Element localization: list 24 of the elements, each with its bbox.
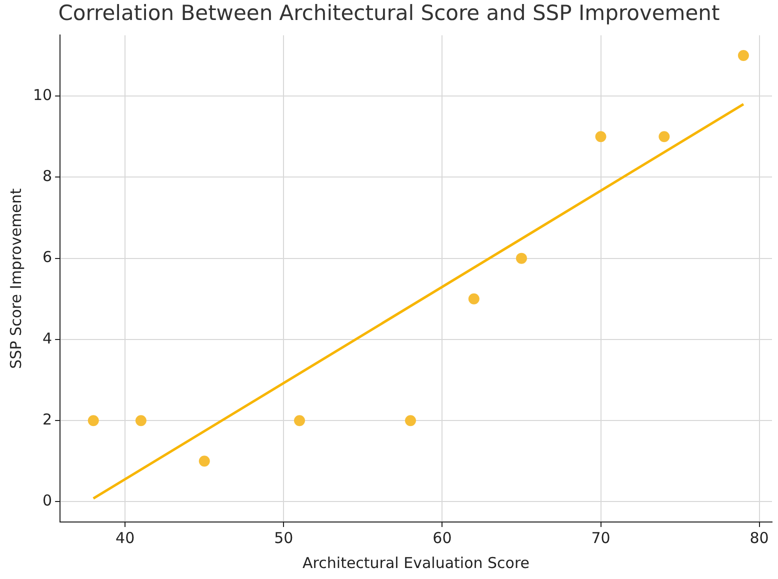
point [516,252,527,264]
point [468,293,480,304]
point [658,131,670,142]
point [135,415,146,426]
point [595,131,606,142]
y-tick-label: 10 [32,86,52,104]
chart-title: Correlation Between Architectural Score and SSP Improvement [58,1,720,26]
point [738,50,749,61]
y-tick-label: 4 [42,329,52,348]
y-tick-label: 2 [42,410,52,428]
x-tick-label: 50 [274,528,294,547]
y-axis-title: SSP Score Improvement [6,188,25,369]
x-tick-label: 60 [432,528,452,547]
point [198,456,210,467]
x-axis-title: Architectural Evaluation Score [302,554,530,572]
point [404,415,416,426]
point [294,415,306,426]
point [88,415,99,426]
y-tick-label: 0 [42,492,52,510]
x-tick-label: 40 [116,528,135,547]
y-tick-label: 8 [42,167,52,186]
x-tick-label: 80 [750,528,769,547]
y-tick-label: 6 [42,248,52,266]
x-tick-label: 70 [591,528,610,547]
